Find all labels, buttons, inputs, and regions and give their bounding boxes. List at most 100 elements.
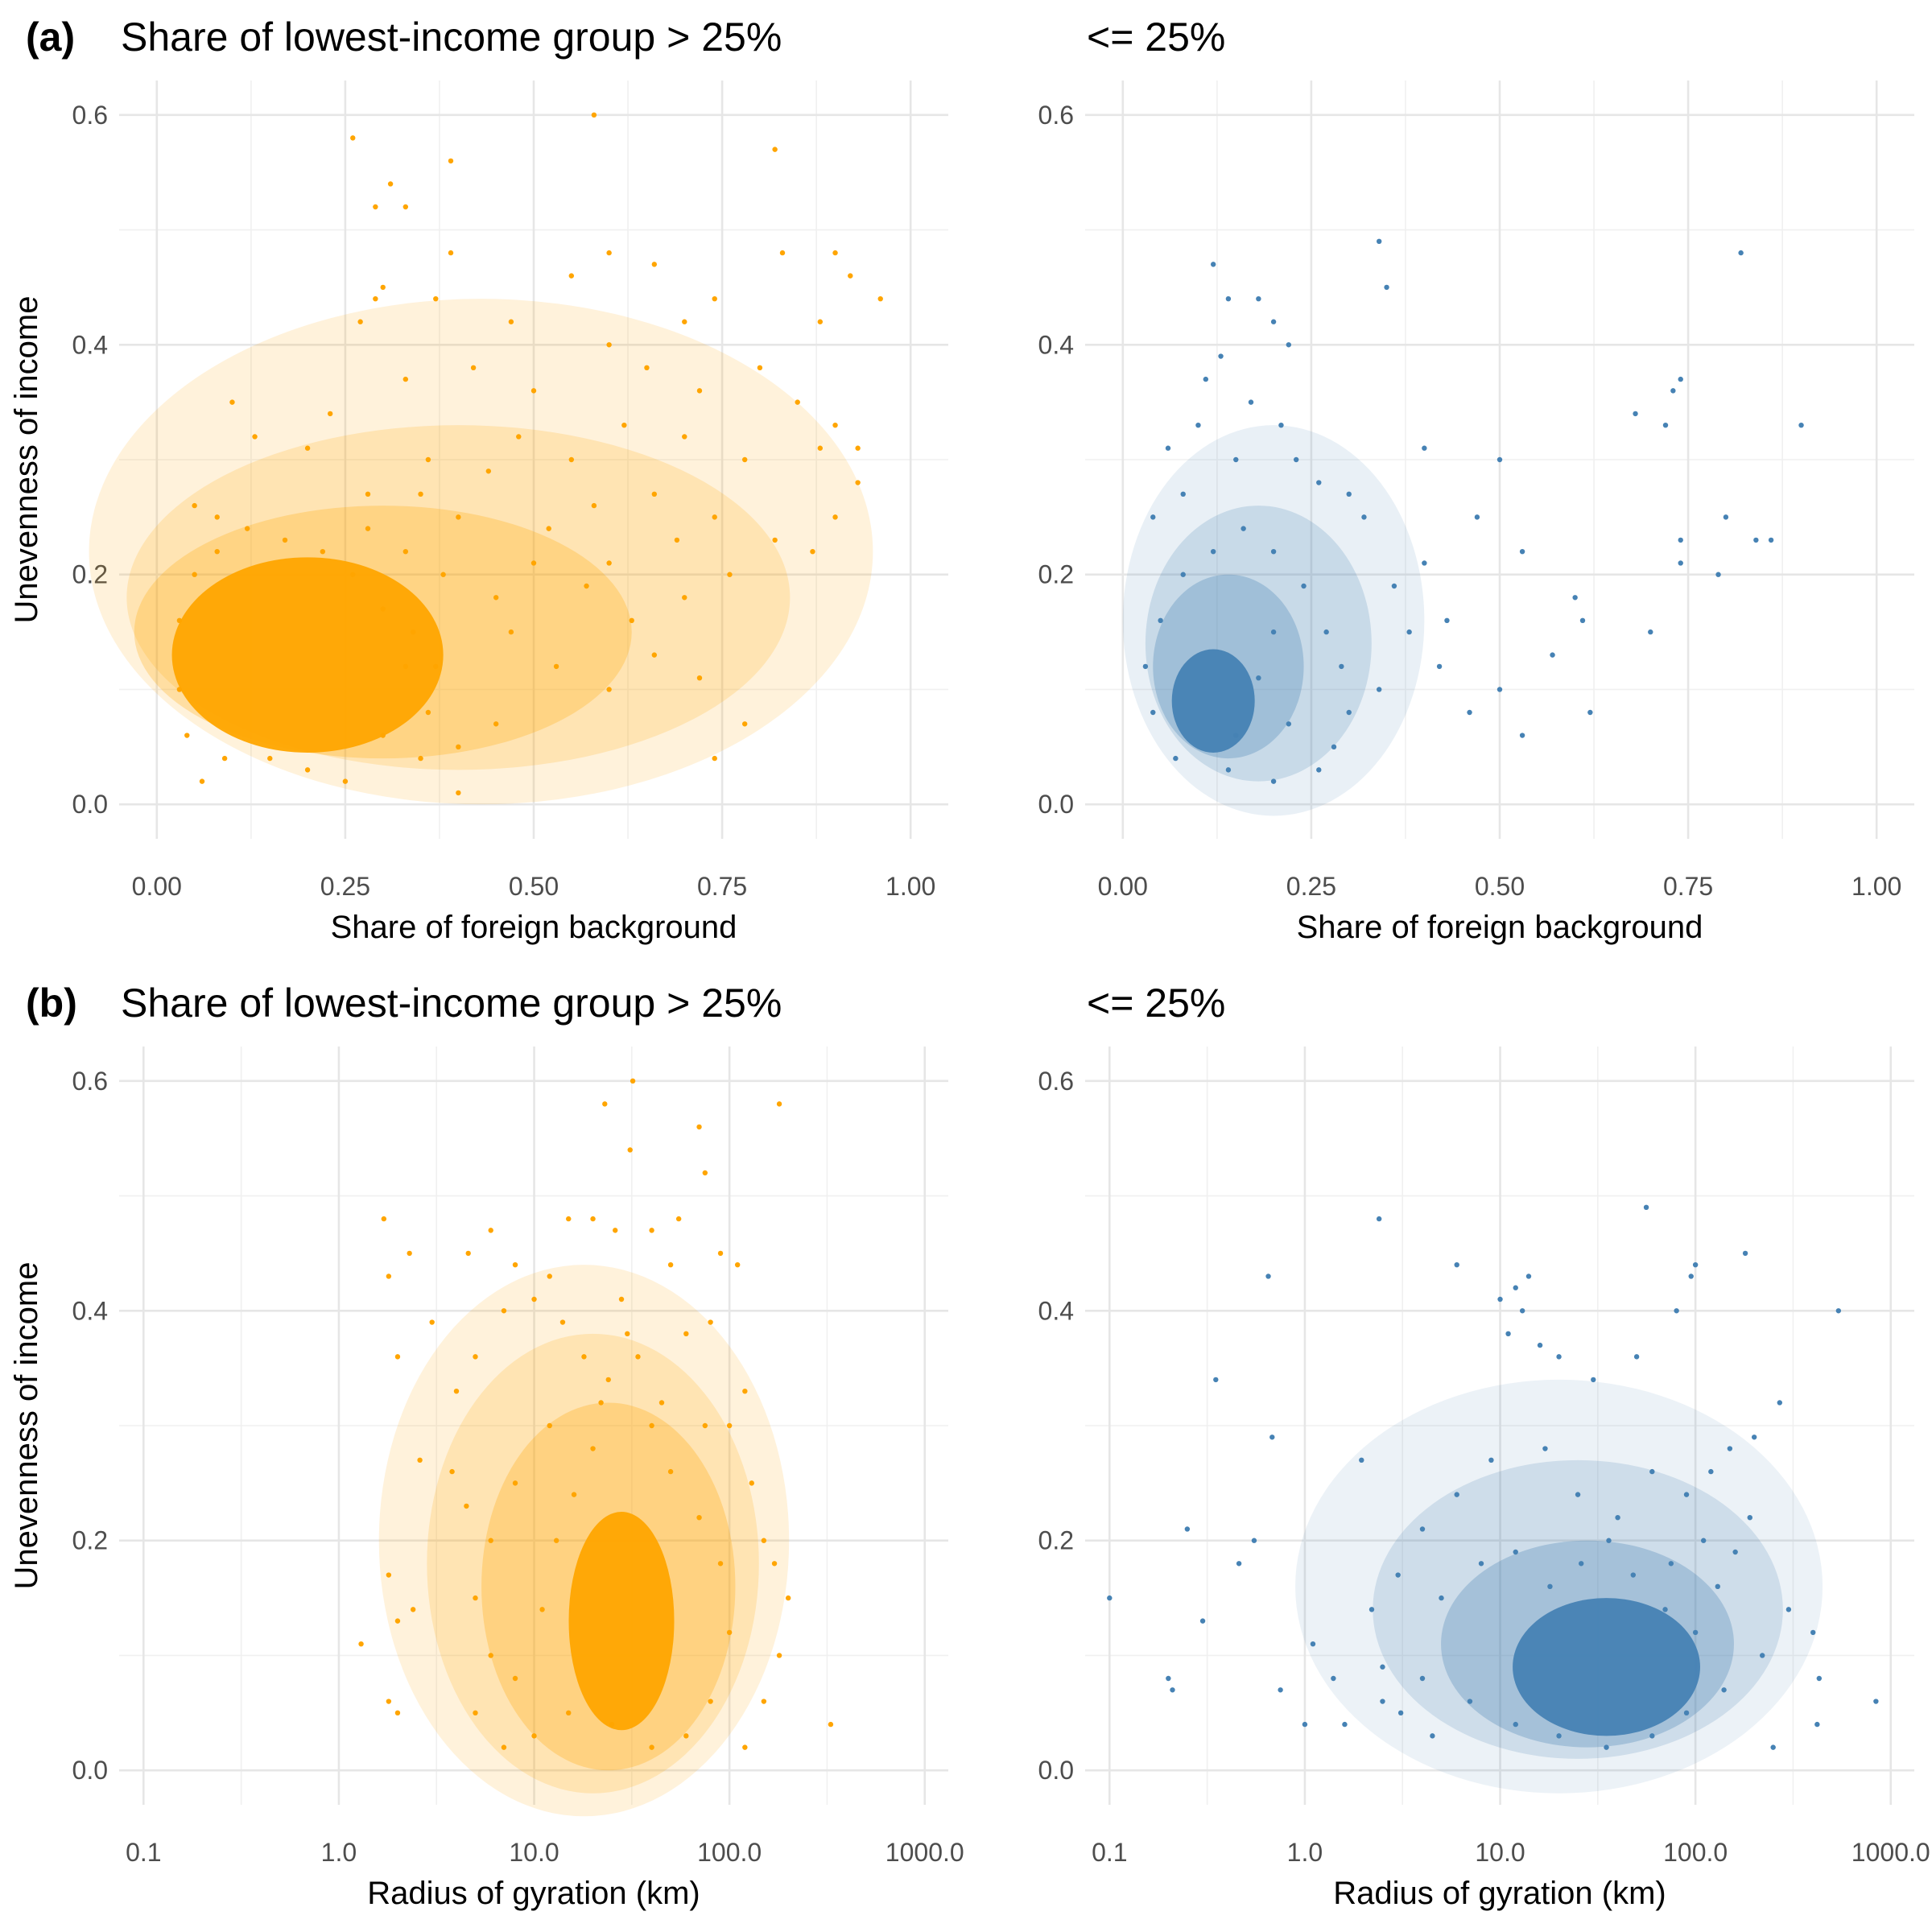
data-point bbox=[667, 1261, 674, 1268]
x-tick-label: 0.75 bbox=[1663, 872, 1713, 901]
data-point bbox=[1572, 595, 1578, 601]
data-point bbox=[508, 629, 514, 635]
data-point bbox=[1683, 1710, 1690, 1716]
data-point bbox=[559, 1319, 566, 1325]
data-point bbox=[795, 399, 800, 405]
x-tick-label: 0.00 bbox=[1098, 872, 1148, 901]
data-point bbox=[590, 1446, 596, 1451]
data-point bbox=[591, 502, 597, 509]
facet-title-b-left: Share of lowest-income group > 25% bbox=[121, 980, 782, 1026]
data-point bbox=[1496, 687, 1503, 692]
data-point bbox=[464, 1503, 469, 1509]
x-tick-label: 0.50 bbox=[1475, 872, 1525, 901]
data-point bbox=[1777, 1400, 1782, 1406]
data-point bbox=[1278, 422, 1284, 428]
data-point bbox=[1316, 480, 1322, 485]
data-point bbox=[675, 1216, 682, 1222]
data-point bbox=[1467, 1699, 1473, 1704]
data-point bbox=[267, 755, 273, 762]
data-point bbox=[1293, 456, 1299, 463]
data-point bbox=[712, 514, 717, 520]
facet-title-a-left: Share of lowest-income group > 25% bbox=[121, 14, 782, 60]
y-tick-label: 0.0 bbox=[1038, 790, 1074, 819]
data-point bbox=[1233, 456, 1239, 463]
data-point bbox=[1376, 238, 1382, 245]
data-point bbox=[394, 1618, 401, 1624]
data-point bbox=[761, 1699, 767, 1704]
data-point bbox=[761, 1538, 767, 1543]
data-point bbox=[501, 1308, 507, 1314]
data-point bbox=[1395, 1572, 1401, 1578]
data-point bbox=[1668, 1561, 1674, 1567]
data-point bbox=[1633, 411, 1638, 417]
data-point bbox=[1474, 514, 1480, 520]
data-point bbox=[456, 744, 461, 750]
y-tick-label: 0.2 bbox=[72, 560, 108, 589]
data-point bbox=[327, 411, 333, 417]
data-point bbox=[1376, 687, 1382, 692]
x-tick-label: 0.00 bbox=[132, 872, 182, 901]
data-point bbox=[644, 365, 650, 371]
data-point bbox=[696, 388, 703, 394]
data-point bbox=[448, 158, 454, 164]
data-point bbox=[488, 1538, 493, 1543]
data-point bbox=[1380, 1664, 1385, 1670]
data-point bbox=[717, 1561, 724, 1567]
data-point bbox=[1798, 422, 1804, 428]
data-point bbox=[387, 181, 394, 187]
data-point bbox=[1678, 376, 1683, 382]
y-axis-title: Unevenness of income bbox=[9, 1262, 44, 1590]
data-point bbox=[1195, 422, 1201, 428]
y-axis-title: Unevenness of income bbox=[9, 296, 44, 624]
data-point bbox=[394, 1354, 401, 1360]
data-point bbox=[1323, 629, 1329, 635]
data-point bbox=[453, 1388, 460, 1394]
data-point bbox=[627, 1147, 633, 1153]
data-point bbox=[1199, 1618, 1206, 1624]
data-point bbox=[1236, 1561, 1242, 1567]
data-point bbox=[386, 1699, 392, 1704]
scatter-points bbox=[1142, 238, 1804, 784]
data-point bbox=[1444, 617, 1450, 624]
data-point bbox=[855, 445, 861, 451]
data-point bbox=[602, 1101, 608, 1107]
x-tick-label: 0.25 bbox=[1286, 872, 1336, 901]
data-point bbox=[386, 1572, 392, 1578]
data-point bbox=[1269, 1435, 1275, 1440]
data-point bbox=[531, 1733, 537, 1739]
data-point bbox=[1331, 744, 1337, 750]
data-point bbox=[1158, 617, 1163, 624]
data-point bbox=[449, 1468, 455, 1475]
data-point bbox=[176, 687, 183, 692]
data-point bbox=[1346, 709, 1352, 716]
data-point bbox=[342, 778, 349, 784]
data-point bbox=[1278, 1687, 1283, 1693]
data-point bbox=[1233, 733, 1239, 738]
panel-b-right: 0.1 1.0 10.0 100.0 1000.0 0.0 0.2 0.4 0.6 Radius … bbox=[1038, 1046, 1930, 1911]
data-point bbox=[1302, 1721, 1308, 1728]
data-point bbox=[649, 1422, 654, 1429]
y-tick-label: 0.0 bbox=[72, 790, 108, 819]
data-point bbox=[606, 250, 612, 256]
data-point bbox=[776, 1653, 782, 1658]
data-point bbox=[380, 606, 386, 612]
data-point bbox=[828, 1721, 834, 1728]
data-point bbox=[547, 1422, 552, 1429]
data-point bbox=[1107, 1595, 1113, 1601]
data-point bbox=[1742, 1250, 1748, 1257]
data-point bbox=[702, 1170, 708, 1176]
data-point bbox=[848, 273, 853, 279]
data-point bbox=[1579, 617, 1586, 624]
data-point bbox=[1810, 1629, 1816, 1636]
data-point bbox=[358, 1641, 364, 1647]
x-tick-label: 1.00 bbox=[1852, 872, 1901, 901]
data-point bbox=[473, 1710, 478, 1716]
data-point bbox=[1738, 250, 1744, 256]
data-point bbox=[682, 595, 687, 601]
data-point bbox=[708, 1319, 713, 1325]
data-point bbox=[674, 537, 680, 543]
data-point bbox=[402, 204, 409, 210]
data-point bbox=[425, 456, 431, 463]
data-point bbox=[1556, 1733, 1562, 1739]
y-tick-label: 0.6 bbox=[72, 101, 108, 130]
